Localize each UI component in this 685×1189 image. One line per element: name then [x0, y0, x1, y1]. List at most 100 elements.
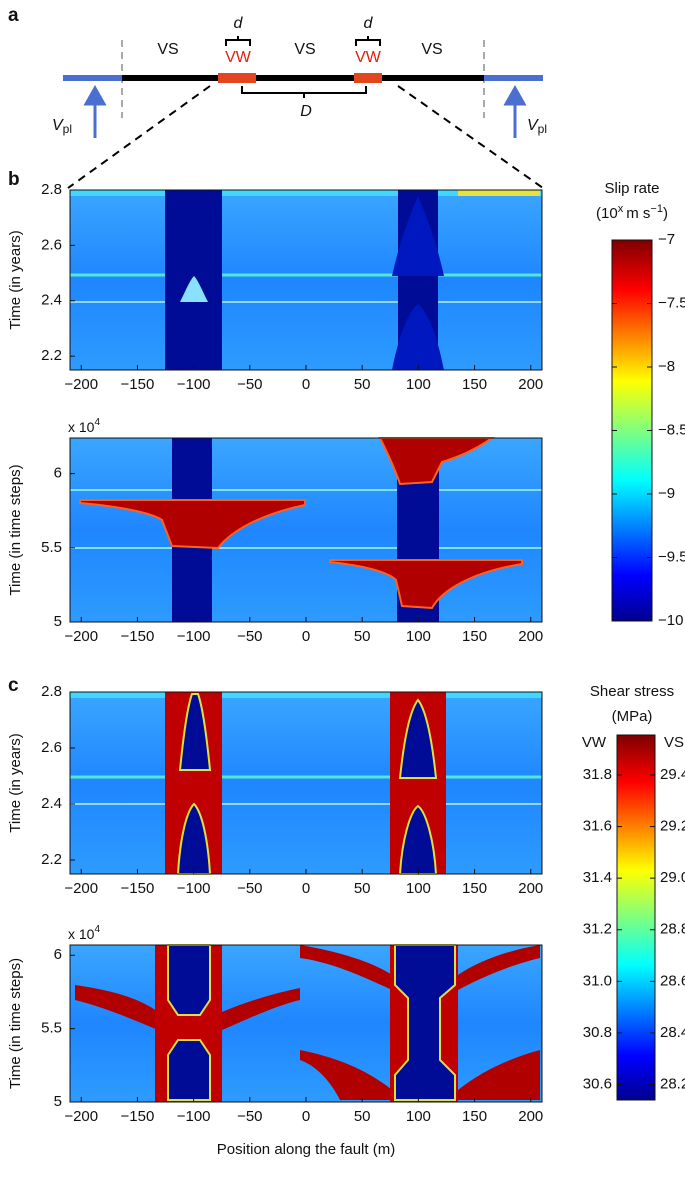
colorbar-tick-label: 30.6: [583, 1075, 612, 1092]
x-tick-label: −100: [177, 376, 211, 393]
vpl-sub: pl: [63, 122, 72, 136]
y-tick-label: 5: [54, 1093, 62, 1110]
x-tick-label: 100: [406, 376, 431, 393]
fault: [122, 75, 484, 81]
colorbar-tick-label: −8: [658, 358, 675, 375]
colorbar-tick-label: 29.2: [660, 818, 685, 835]
multiplier-base: x 10: [68, 926, 95, 942]
x-tick-label: −200: [64, 628, 98, 645]
colorbar-tick-label: −9: [658, 485, 675, 502]
x-tick-label: 0: [302, 880, 310, 897]
panel-label: c: [8, 675, 19, 696]
colorbar-tick-label: 31.2: [583, 921, 612, 938]
x-tick-label: −100: [177, 880, 211, 897]
x-tick-label: −200: [64, 880, 98, 897]
brace: [225, 36, 251, 46]
region-label: VS: [294, 41, 315, 58]
bracket: [241, 86, 367, 98]
y-tick-label: 2.4: [41, 795, 62, 812]
region-label: VW: [225, 49, 252, 66]
scale-name: VW: [582, 734, 607, 751]
y-tick-label: 6: [54, 946, 62, 963]
zoom-line: [67, 85, 211, 189]
x-tick-label: −50: [237, 880, 262, 897]
x-tick-label: −150: [121, 376, 155, 393]
colorbar-tick-label: −9.5: [658, 548, 685, 565]
x-tick-label: −50: [237, 628, 262, 645]
x-tick-label: −100: [177, 1108, 211, 1125]
x-tick-label: 50: [354, 376, 371, 393]
y-tick-label: 5: [54, 613, 62, 630]
y-tick-label: 2.2: [41, 851, 62, 868]
x-tick-label: 200: [518, 1108, 543, 1125]
x-tick-label: 150: [462, 376, 487, 393]
vpl-label: Vpl: [527, 117, 547, 136]
colorbar-tick-label: −7: [658, 231, 675, 248]
y-tick-label: 2.6: [41, 236, 62, 253]
multiplier-exp: 4: [94, 924, 100, 935]
colorbar-tick-label: 31.4: [583, 869, 612, 886]
region-label: VS: [421, 41, 442, 58]
x-tick-label: 150: [462, 880, 487, 897]
unit-part: (10: [596, 205, 618, 222]
x-tick-label: 200: [518, 880, 543, 897]
colorbar-tick-label: 31.8: [583, 766, 612, 783]
x-tick-label: 0: [302, 1108, 310, 1125]
vpl-main: V: [527, 117, 539, 134]
y-axis-label: Time (in time steps): [7, 464, 24, 595]
x-axis-label: Position along the fault (m): [217, 1141, 395, 1158]
brace: [355, 36, 381, 46]
region-label: VS: [157, 41, 178, 58]
colorbar-tick-label: 28.6: [660, 972, 685, 989]
colorbar-title: Shear stress: [590, 683, 674, 700]
panel-label: a: [8, 5, 19, 26]
vw-patch: [218, 73, 256, 83]
vpl-label: Vpl: [52, 117, 72, 136]
multiplier-exp: 4: [94, 417, 100, 428]
y-axis-label: Time (in time steps): [7, 958, 24, 1089]
d-label: d: [364, 15, 374, 32]
colorbar-tick-label: 29.0: [660, 869, 685, 886]
multiplier-base: x 10: [68, 419, 95, 435]
vw-patch: [354, 73, 382, 83]
unit-part: x: [618, 203, 624, 215]
x-tick-label: −150: [121, 880, 155, 897]
y-tick-label: 5.5: [41, 539, 62, 556]
multiplier: x 104: [68, 417, 100, 435]
colorbar-tick-label: −7.5: [658, 294, 685, 311]
zoom-line: [397, 85, 544, 189]
arrow: [503, 84, 527, 138]
x-tick-label: 150: [462, 1108, 487, 1125]
colorbar-tick-label: −10: [658, 612, 683, 629]
multiplier: x 104: [68, 924, 100, 942]
colorbar-tick-label: −8.5: [658, 421, 685, 438]
x-tick-label: −150: [121, 1108, 155, 1125]
y-tick-label: 6: [54, 465, 62, 482]
colorbar-units: (MPa): [612, 708, 653, 725]
heatmap: [70, 944, 542, 1102]
x-tick-label: 50: [354, 880, 371, 897]
y-tick-label: 5.5: [41, 1020, 62, 1037]
heatmap: [70, 190, 542, 370]
x-tick-label: −50: [237, 1108, 262, 1125]
x-tick-label: −150: [121, 628, 155, 645]
colorbar-units: (10x m s−1): [596, 203, 668, 222]
vpl-sub: pl: [538, 122, 547, 136]
colorbar-tick-label: 29.4: [660, 766, 685, 783]
unit-part: m s: [626, 205, 650, 222]
colorbar-tick-label: 28.4: [660, 1024, 685, 1041]
scale-name: VS: [664, 734, 684, 751]
loading-segment: [484, 75, 543, 81]
x-tick-label: −200: [64, 1108, 98, 1125]
panel-a: a VS VW VS VW VS d d D Vpl Vpl: [8, 5, 547, 189]
region-label: VW: [355, 49, 382, 66]
y-axis-label: Time (in years): [7, 733, 24, 832]
colorbar-tick-label: 28.2: [660, 1075, 685, 1092]
colorbar-title: Slip rate: [604, 180, 659, 197]
x-tick-label: −100: [177, 628, 211, 645]
x-tick-label: 100: [406, 880, 431, 897]
vpl-main: V: [52, 117, 64, 134]
loading-segment: [63, 75, 122, 81]
colorbar-tick-label: 31.0: [583, 972, 612, 989]
